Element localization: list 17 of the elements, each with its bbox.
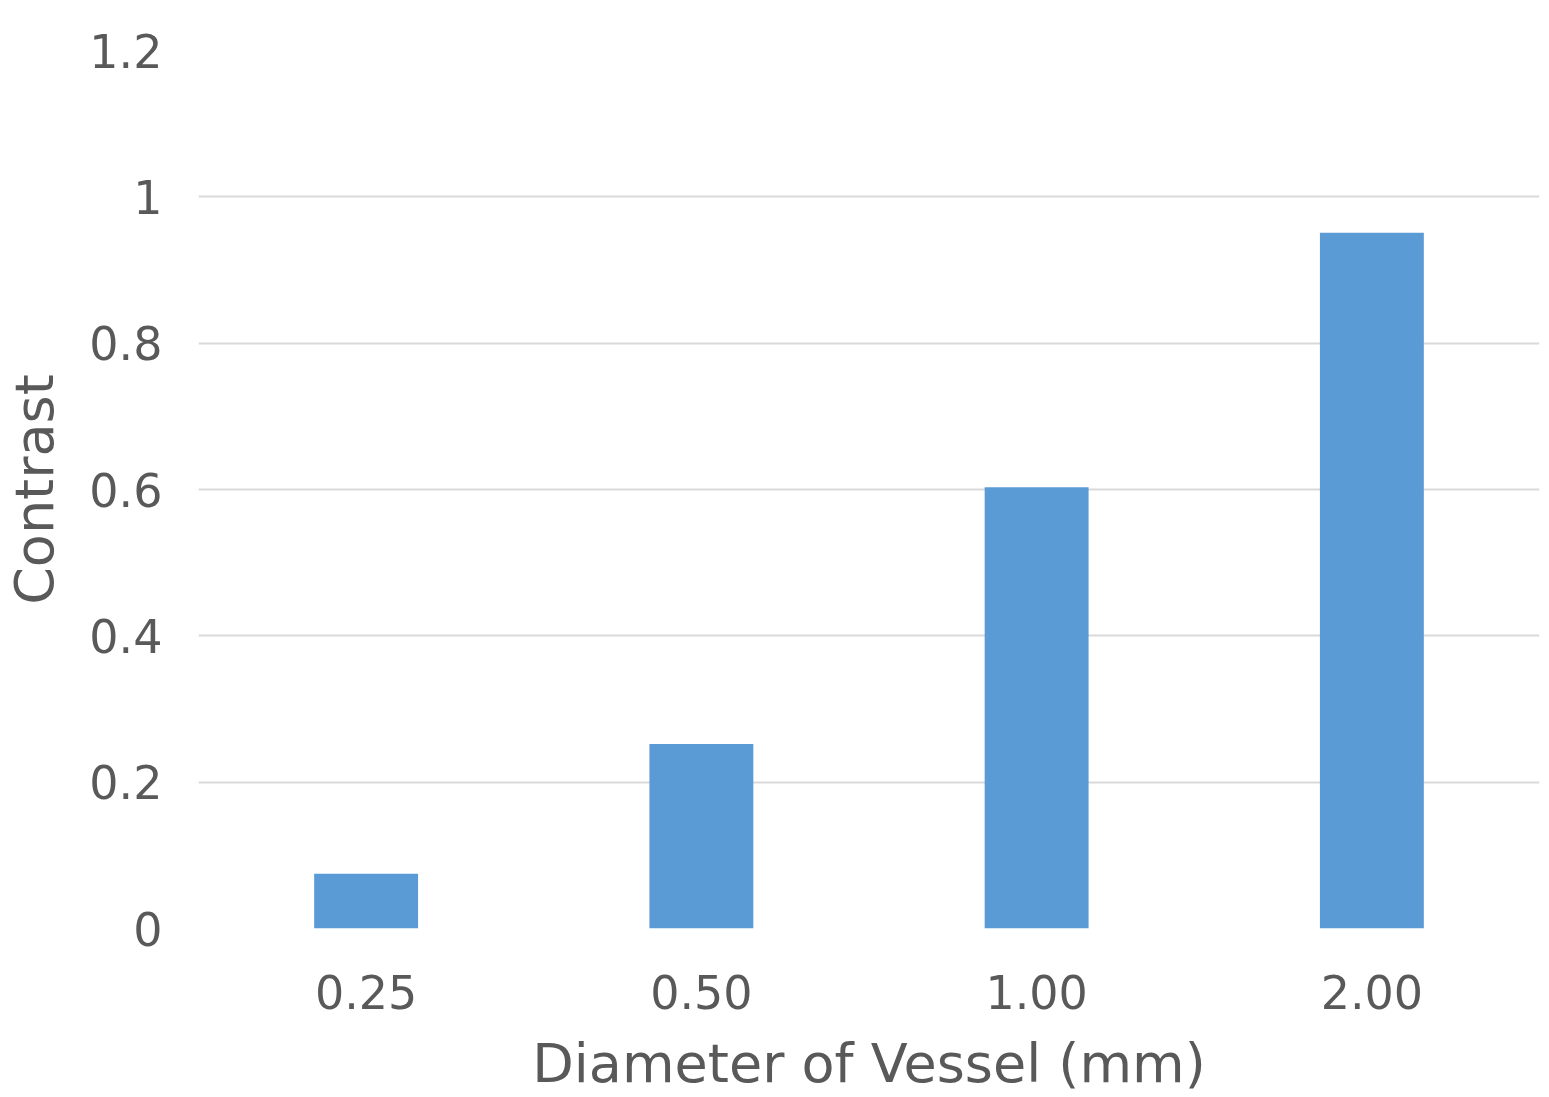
y-axis-title: Contrast: [3, 374, 67, 605]
x-axis-title: Diameter of Vessel (mm): [532, 1031, 1206, 1095]
y-tick-label: 1: [133, 170, 163, 225]
y-tick-label: 0.6: [89, 463, 163, 518]
bar: [314, 873, 419, 929]
bar: [649, 744, 754, 929]
y-tick-label: 0: [133, 902, 163, 957]
x-tick-label: 0.50: [650, 965, 753, 1020]
y-tick-label: 0.2: [89, 756, 163, 811]
bar: [1319, 232, 1424, 929]
x-tick-label: 0.25: [314, 965, 418, 1020]
x-tick-label: 2.00: [1320, 965, 1424, 1020]
y-tick-label: 0.8: [89, 317, 163, 372]
y-tick-label: 0.4: [89, 609, 163, 664]
x-tick-label: 1.00: [985, 965, 1088, 1020]
y-tick-label: 1.2: [89, 24, 163, 79]
bar: [984, 487, 1089, 929]
